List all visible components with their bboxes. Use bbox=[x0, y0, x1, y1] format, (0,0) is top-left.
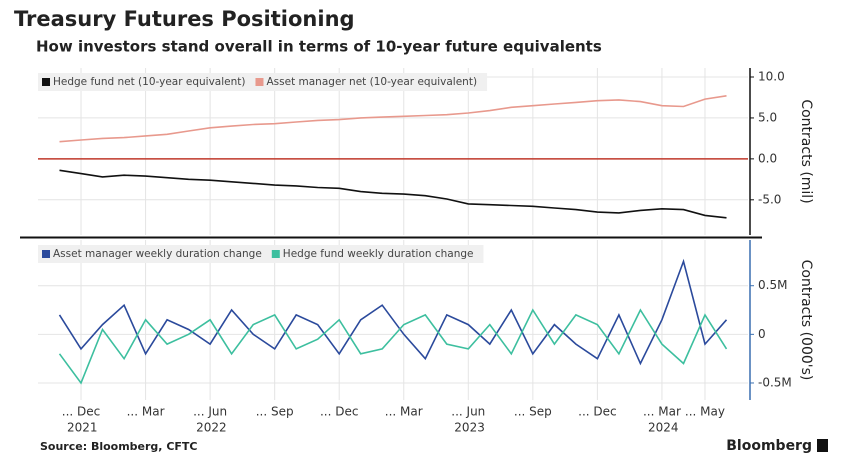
legend-label: Asset manager net (10-year equivalent) bbox=[266, 76, 477, 88]
x-year-label: 2023 bbox=[454, 421, 485, 435]
x-tick-label: ... Sep bbox=[514, 405, 552, 419]
x-tick-label: ... Jun bbox=[451, 405, 485, 419]
y-tick-label: 0 bbox=[758, 327, 766, 341]
brand-icon bbox=[817, 439, 828, 452]
x-tick-label: ... Mar bbox=[127, 405, 165, 419]
x-tick-label: ... Dec bbox=[578, 405, 616, 419]
title: Treasury Futures Positioning bbox=[14, 7, 355, 31]
legend: Asset manager weekly duration change Hedg… bbox=[38, 245, 484, 263]
series-line bbox=[59, 95, 727, 143]
legend-swatch bbox=[255, 78, 264, 86]
legend-label: Hedge fund weekly duration change bbox=[283, 248, 474, 260]
y-tick-label: -5.0 bbox=[758, 192, 781, 206]
y-tick-label: 10.0 bbox=[758, 70, 785, 84]
x-year-label: 2021 bbox=[67, 421, 98, 435]
y-tick-label: 0.0 bbox=[758, 151, 777, 165]
x-tick-label: ... Mar bbox=[385, 405, 423, 419]
series-line bbox=[58, 308, 728, 385]
legend: Hedge fund net (10-year equivalent) Asset… bbox=[38, 73, 488, 91]
source: Source: Bloomberg, CFTC bbox=[40, 440, 197, 453]
legend-swatch bbox=[42, 78, 50, 86]
brand: Bloomberg bbox=[726, 438, 812, 454]
x-tick-label: ... Jun bbox=[193, 405, 227, 419]
legend-swatch bbox=[42, 250, 50, 258]
y-axis-title: Contracts (000's) bbox=[798, 260, 814, 381]
legend-swatch bbox=[271, 250, 280, 258]
y-tick-label: -0.5M bbox=[758, 375, 792, 389]
x-tick-label: ... Sep bbox=[256, 405, 294, 419]
series-line bbox=[59, 169, 727, 219]
y-axis-title: Contracts (mil) bbox=[798, 99, 814, 203]
legend-label: Asset manager weekly duration change bbox=[53, 248, 262, 260]
x-tick-label: ... Mar bbox=[643, 405, 681, 419]
x-tick-label: ... Dec bbox=[320, 405, 358, 419]
x-year-label: 2024 bbox=[648, 421, 679, 435]
subtitle: How investors stand overall in terms of … bbox=[36, 38, 602, 56]
x-year-label: 2022 bbox=[196, 421, 227, 435]
series-line bbox=[58, 258, 728, 366]
y-tick-label: 5.0 bbox=[758, 110, 777, 124]
legend-label: Hedge fund net (10-year equivalent) bbox=[53, 76, 245, 88]
x-tick-label: ... Dec bbox=[62, 405, 100, 419]
x-tick-label: ... May bbox=[685, 405, 725, 419]
y-tick-label: 0.5M bbox=[758, 278, 787, 292]
legend-background bbox=[38, 245, 484, 263]
